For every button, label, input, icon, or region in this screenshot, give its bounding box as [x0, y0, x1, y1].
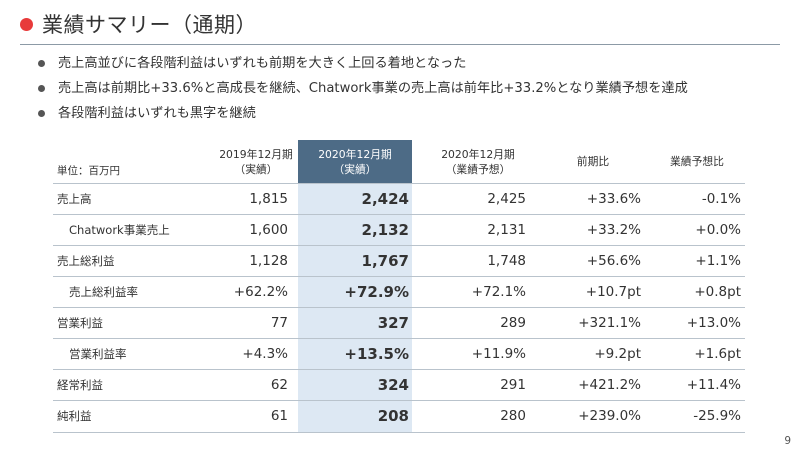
- header-fy2020-forecast: 2020年12月期 （業績予想）: [418, 140, 538, 183]
- table-cell: 324: [377, 376, 409, 394]
- row-label: 経常利益: [57, 378, 103, 392]
- table-cell: 2,132: [361, 221, 409, 239]
- header-line1: 業績予想比: [670, 155, 724, 168]
- table-cell: 62: [270, 377, 288, 393]
- table-cell: +321.1%: [578, 315, 641, 331]
- highlight-column-bg: [298, 140, 412, 432]
- table-cell: +239.0%: [578, 408, 641, 424]
- header-vs-forecast: 業績予想比: [649, 140, 745, 183]
- table-cell: 2,425: [487, 191, 526, 207]
- table-cell: +4.3%: [242, 346, 288, 362]
- table-cell: 208: [377, 407, 409, 425]
- header-line1: 2019年12月期: [219, 147, 293, 161]
- table-cell: +13.5%: [344, 345, 409, 363]
- page-number: 9: [784, 435, 791, 447]
- table-cell: 61: [270, 408, 288, 424]
- table-cell: +13.0%: [686, 315, 741, 331]
- header-line1: 2020年12月期: [318, 147, 392, 161]
- row-label: 営業利益: [57, 316, 103, 330]
- title-divider: [20, 44, 780, 45]
- table-cell: 77: [270, 315, 288, 331]
- table-cell: 280: [500, 408, 526, 424]
- bullet-dot-icon: [38, 85, 45, 92]
- unit-label: 単位：百万円: [57, 165, 120, 177]
- table-cell: 1,128: [249, 253, 288, 269]
- table-cell: 289: [500, 315, 526, 331]
- table-row: 売上総利益率 +62.2% +72.9% +72.1% +10.7pt +0.8pt: [53, 276, 745, 308]
- table-cell: 327: [377, 314, 409, 332]
- row-label: 売上高: [57, 192, 92, 206]
- table-header: 単位：百万円 2019年12月期 （実績） 2020年12月期 （実績） 202…: [53, 140, 745, 183]
- bullet-text: 売上高並びに各段階利益はいずれも前期を大きく上回る着地となった: [58, 56, 467, 71]
- header-line2: （業績予想）: [445, 162, 511, 176]
- bullet-dot-icon: [38, 110, 45, 117]
- header-fy2020-actual: 2020年12月期 （実績）: [298, 140, 412, 183]
- table-row: 売上高 1,815 2,424 2,425 +33.6% -0.1%: [53, 183, 745, 215]
- highlight-header-bg: [298, 140, 412, 183]
- table-cell: 1,600: [249, 222, 288, 238]
- table-row: 経常利益 62 324 291 +421.2% +11.4%: [53, 369, 745, 401]
- table-cell: 1,815: [249, 191, 288, 207]
- table-cell: 2,131: [487, 222, 526, 238]
- header-line2: （実績）: [234, 162, 278, 176]
- header-yoy: 前期比: [553, 140, 633, 183]
- table-cell: -0.1%: [701, 191, 741, 207]
- table-cell: 2,424: [361, 190, 409, 208]
- header-line2: （実績）: [333, 162, 377, 176]
- table-cell: +0.0%: [695, 222, 741, 238]
- table-cell: +1.1%: [695, 253, 741, 269]
- table-cell: +10.7pt: [585, 284, 641, 300]
- bullet-item: 売上高は前期比+33.6%と高成長を継続、Chatwork事業の売上高は前年比+…: [38, 76, 688, 101]
- bullet-text: 売上高は前期比+33.6%と高成長を継続、Chatwork事業の売上高は前年比+…: [58, 81, 688, 96]
- bullet-list: 売上高並びに各段階利益はいずれも前期を大きく上回る着地となった 売上高は前期比+…: [38, 51, 688, 126]
- header-line1: 前期比: [576, 155, 610, 168]
- table-cell: 1,767: [361, 252, 409, 270]
- row-label: 営業利益率: [69, 347, 127, 361]
- table-cell: +0.8pt: [694, 284, 741, 300]
- table-row: 営業利益率 +4.3% +13.5% +11.9% +9.2pt +1.6pt: [53, 338, 745, 370]
- row-label: 純利益: [57, 409, 92, 423]
- table-cell: -25.9%: [693, 408, 741, 424]
- table-cell: +33.2%: [586, 222, 641, 238]
- table-cell: +72.1%: [471, 284, 526, 300]
- bullet-item: 売上高並びに各段階利益はいずれも前期を大きく上回る着地となった: [38, 51, 688, 76]
- table-cell: +11.9%: [471, 346, 526, 362]
- header-line1: 2020年12月期: [441, 147, 515, 161]
- table-row: 売上総利益 1,128 1,767 1,748 +56.6% +1.1%: [53, 245, 745, 277]
- table-cell: +421.2%: [578, 377, 641, 393]
- red-dot-icon: [20, 17, 33, 31]
- header-fy2019-actual: 2019年12月期 （実績）: [201, 140, 311, 183]
- table-cell: +72.9%: [344, 283, 409, 301]
- table-cell: +62.2%: [233, 284, 288, 300]
- row-label: 売上総利益: [57, 254, 115, 268]
- table-row: Chatwork事業売上 1,600 2,132 2,131 +33.2% +0.0%: [53, 214, 745, 246]
- table-cell: 291: [500, 377, 526, 393]
- table-cell: +56.6%: [586, 253, 641, 269]
- slide-header: 業績サマリー（通期）: [20, 9, 257, 39]
- table-row: 営業利益 77 327 289 +321.1% +13.0%: [53, 307, 745, 339]
- bullet-item: 各段階利益はいずれも黒字を継続: [38, 101, 688, 126]
- table-cell: +9.2pt: [594, 346, 641, 362]
- row-label: Chatwork事業売上: [69, 223, 170, 237]
- row-label: 売上総利益率: [69, 285, 138, 299]
- table-cell: +33.6%: [586, 191, 641, 207]
- table-cell: +11.4%: [686, 377, 741, 393]
- table-cell: 1,748: [487, 253, 526, 269]
- table-cell: +1.6pt: [694, 346, 741, 362]
- table-row: 純利益 61 208 280 +239.0% -25.9%: [53, 400, 745, 433]
- bullet-dot-icon: [38, 60, 45, 67]
- bullet-text: 各段階利益はいずれも黒字を継続: [58, 106, 256, 121]
- slide-title: 業績サマリー（通期）: [42, 13, 257, 37]
